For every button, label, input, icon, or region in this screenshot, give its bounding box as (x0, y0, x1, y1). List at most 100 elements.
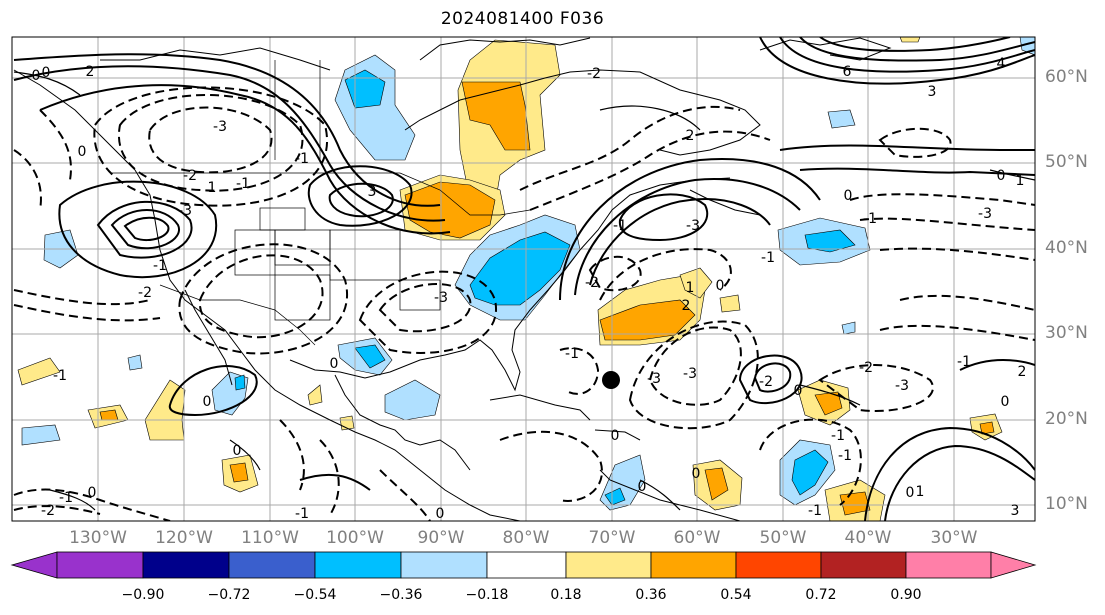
contour-label: -3 (647, 371, 661, 387)
contour-label: 0 (1001, 394, 1010, 410)
contour-label: -3 (895, 378, 909, 394)
lon-label: 40°W (844, 528, 892, 548)
contour-label: 0 (906, 485, 915, 501)
contour-label: -1 (53, 368, 67, 384)
colorbar-tick: −0.36 (379, 587, 423, 603)
contour-label: -3 (213, 119, 227, 135)
colorbar-tick: 0.18 (550, 587, 582, 603)
contour-label: 0 (233, 443, 242, 459)
colorbar (10, 551, 1037, 579)
contour-label: -2 (585, 275, 599, 291)
colorbar-tick: 0.36 (635, 587, 667, 603)
lon-label: 50°W (759, 528, 807, 548)
contour-label: -1 (831, 428, 845, 444)
contour-label: 6 (843, 64, 852, 80)
contour-label: 4 (997, 56, 1006, 72)
contour-label: 0 (42, 65, 51, 81)
lon-label: 120°W (155, 528, 213, 548)
map-title: 2024081400 F036 (440, 9, 605, 29)
contour-label: -1 (808, 503, 822, 519)
contour-label: -1 (295, 151, 309, 167)
contour-label: -1 (153, 258, 167, 274)
colorbar-tick: 0.54 (720, 587, 752, 603)
contour-label: -2 (587, 66, 601, 82)
colorbar-tick: −0.90 (121, 587, 165, 603)
contour-label: -2 (138, 285, 152, 301)
contour-label: -2 (859, 360, 873, 376)
lat-label: 40°N (1045, 238, 1088, 258)
contour-label: -3 (434, 290, 448, 306)
coastlines (13, 37, 892, 521)
contours-zero (13, 71, 1035, 511)
colorbar-extend-low (10, 551, 58, 579)
contour-label: -1 (613, 218, 627, 234)
lat-label: 10°N (1045, 494, 1088, 514)
contour-label: 0 (78, 144, 87, 160)
contour-label: 1 (208, 180, 217, 196)
contour-label: -1 (761, 250, 775, 266)
borders (110, 60, 531, 346)
contour-label: 3 (1011, 503, 1020, 519)
colorbar-tick: 0.90 (890, 587, 922, 603)
lon-label: 30°W (930, 528, 978, 548)
contour-label: 0 (844, 188, 853, 204)
contour-label: 3 (368, 184, 377, 200)
contour-label: 0 (611, 428, 620, 444)
contour-label: 2 (1018, 364, 1027, 380)
contour-label: -3 (686, 218, 700, 234)
map-frame (11, 36, 1036, 522)
contour-label: -1 (295, 506, 309, 522)
contour-label: 1 (686, 280, 695, 296)
lon-label: 90°W (417, 528, 465, 548)
contour-label: 3 (928, 84, 937, 100)
contour-label: 1 (916, 484, 925, 500)
contour-label: 0 (88, 485, 97, 501)
contour-label: 0 (997, 168, 1006, 184)
contour-label: 1 (1016, 173, 1025, 189)
lat-label: 60°N (1045, 67, 1088, 87)
contour-label: 2 (682, 298, 691, 314)
contour-label: -1 (863, 211, 877, 227)
colorbar-tick: −0.18 (465, 587, 509, 603)
lat-label: 20°N (1045, 409, 1088, 429)
contour-label: 0 (638, 479, 647, 495)
contour-label: -2 (183, 168, 197, 184)
colorbar-tick: −0.54 (293, 587, 337, 603)
graticule (12, 37, 1035, 521)
map-plot-area: 0 2 -3 -2 0 6 4 3 -2 2 0 -1 -3 0 -3 -2 -… (12, 37, 1035, 522)
contour-label: -3 (683, 366, 697, 382)
negative-shading (21, 37, 1035, 511)
contours-solid (13, 37, 1035, 521)
lon-label: 60°W (673, 528, 721, 548)
lon-label: 130°W (69, 528, 127, 548)
contour-label: -2 (41, 503, 55, 519)
lat-label: 30°N (1045, 323, 1088, 343)
contour-label: 2 (86, 64, 95, 80)
lat-label: 50°N (1045, 152, 1088, 172)
contour-label: -1 (565, 346, 579, 362)
storm-center-marker (602, 371, 620, 389)
contour-label: 0 (692, 466, 701, 482)
colorbar-tick: 0.72 (805, 587, 837, 603)
contour-label: -2 (759, 374, 773, 390)
lon-label: 110°W (241, 528, 299, 548)
contour-label: -3 (978, 206, 992, 222)
lon-label: 80°W (502, 528, 550, 548)
contour-label: -3 (178, 203, 192, 219)
lon-label: 70°W (588, 528, 636, 548)
lon-label: 100°W (326, 528, 384, 548)
contour-label: 0 (330, 356, 339, 372)
contour-label: -1 (957, 354, 971, 370)
contour-label: -1 (838, 448, 852, 464)
contour-label: -1 (59, 490, 73, 506)
colorbar-tick: −0.72 (207, 587, 251, 603)
contours-dashed (13, 86, 1035, 521)
contour-label: 0 (794, 383, 803, 399)
contour-labels: 0 2 -3 -2 0 6 4 3 -2 2 0 -1 -3 0 -3 -2 -… (32, 56, 1027, 522)
contour-label: 0 (203, 394, 212, 410)
contour-label: 2 (686, 128, 695, 144)
contour-label: 0 (32, 68, 41, 84)
contour-label: 0 (436, 506, 445, 522)
colorbar-extend-high (990, 551, 1037, 579)
